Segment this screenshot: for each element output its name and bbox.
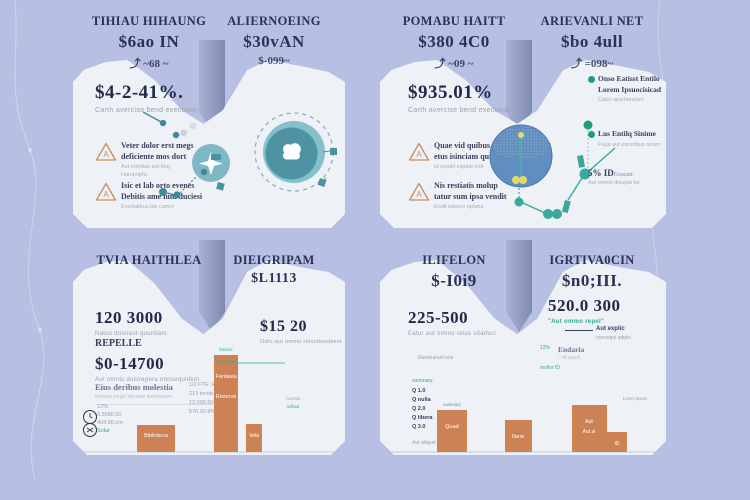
svg-text:Eatiore: Eatiore — [219, 347, 233, 352]
svg-text:Acentia: Acentia — [286, 396, 301, 401]
svg-text:Ilaria: Ilaria — [512, 434, 525, 440]
svg-text:Quad: Quad — [445, 424, 458, 430]
svg-text:Aut: Aut — [585, 419, 593, 425]
svg-text:Aperundae: Aperundae — [216, 359, 237, 364]
svg-text:Vela: Vela — [249, 433, 259, 439]
svg-text:Aut si: Aut si — [583, 429, 596, 435]
svg-text:Fantasia: Fantasia — [215, 374, 237, 380]
svg-text:Vellaur: Vellaur — [287, 404, 300, 409]
svg-text:Lorem ipsum: Lorem ipsum — [623, 396, 648, 401]
svg-text:Biblioteca: Biblioteca — [144, 433, 169, 439]
svg-text:summary: summary — [443, 402, 461, 407]
svg-text:Reserva: Reserva — [216, 394, 237, 400]
svg-text:ID: ID — [615, 441, 620, 447]
